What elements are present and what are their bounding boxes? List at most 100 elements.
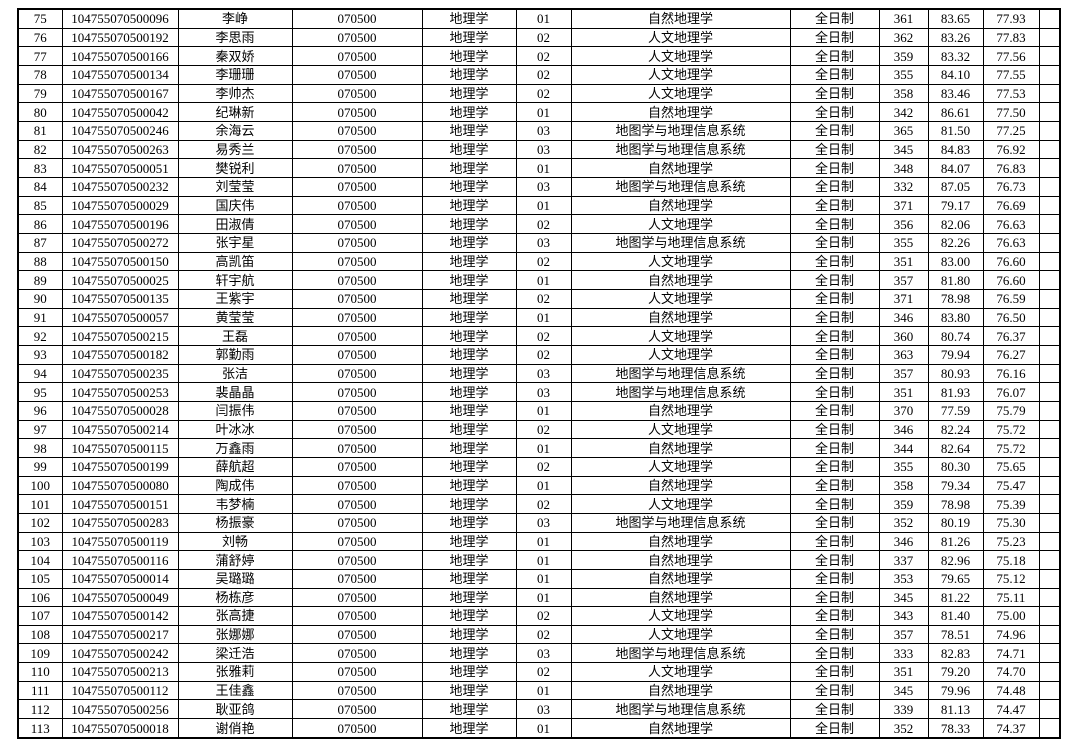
blank-cell xyxy=(1038,46,1061,67)
name-cell: 叶冰冰 xyxy=(177,419,293,440)
exam-id-cell: 104755070500134 xyxy=(61,65,179,85)
initial-score-cell: 333 xyxy=(878,643,929,664)
major-name-cell: 地理学 xyxy=(421,531,517,552)
total-score-cell: 74.70 xyxy=(982,662,1040,682)
major-name-cell: 地理学 xyxy=(421,121,517,141)
direction-code-cell: 01 xyxy=(515,102,572,123)
major-code-cell: 070500 xyxy=(291,214,423,235)
study-mode-cell: 全日制 xyxy=(789,344,880,365)
exam-id-cell: 104755070500283 xyxy=(61,512,179,533)
table-row: 111 104755070500112 王佳鑫 070500 地理学 01 自然地理学 全日制… xyxy=(17,680,1061,701)
rank-cell: 78 xyxy=(17,65,63,85)
rank-cell: 99 xyxy=(17,456,63,477)
name-cell: 余海云 xyxy=(177,121,293,141)
rank-cell: 109 xyxy=(17,643,63,664)
blank-cell xyxy=(1038,158,1061,179)
direction-name-cell: 地图学与地理信息系统 xyxy=(570,699,791,720)
initial-score-cell: 353 xyxy=(878,568,929,589)
major-name-cell: 地理学 xyxy=(421,270,517,290)
name-cell: 闫振伟 xyxy=(177,400,293,421)
total-score-cell: 75.79 xyxy=(982,400,1040,421)
rank-cell: 75 xyxy=(17,8,63,29)
total-score-cell: 75.00 xyxy=(982,606,1040,626)
retest-score-cell: 77.59 xyxy=(927,400,984,421)
blank-cell xyxy=(1038,326,1061,346)
blank-cell xyxy=(1038,27,1061,48)
name-cell: 蒲舒婷 xyxy=(177,550,293,570)
name-cell: 王佳鑫 xyxy=(177,680,293,701)
direction-name-cell: 地图学与地理信息系统 xyxy=(570,121,791,141)
major-code-cell: 070500 xyxy=(291,363,423,384)
blank-cell xyxy=(1038,419,1061,440)
retest-score-cell: 78.98 xyxy=(927,289,984,309)
direction-name-cell: 人文地理学 xyxy=(570,624,791,645)
direction-name-cell: 人文地理学 xyxy=(570,27,791,48)
study-mode-cell: 全日制 xyxy=(789,568,880,589)
direction-name-cell: 自然地理学 xyxy=(570,531,791,552)
rank-cell: 105 xyxy=(17,568,63,589)
major-code-cell: 070500 xyxy=(291,419,423,440)
table-row: 84 104755070500232 刘莹莹 070500 地理学 03 地图学与地理信息系… xyxy=(17,177,1061,197)
exam-id-cell: 104755070500217 xyxy=(61,624,179,645)
name-cell: 国庆伟 xyxy=(177,195,293,216)
rank-cell: 86 xyxy=(17,214,63,235)
blank-cell xyxy=(1038,606,1061,626)
major-code-cell: 070500 xyxy=(291,27,423,48)
rank-cell: 98 xyxy=(17,438,63,458)
exam-id-cell: 104755070500150 xyxy=(61,251,179,272)
initial-score-cell: 357 xyxy=(878,624,929,645)
retest-score-cell: 82.64 xyxy=(927,438,984,458)
total-score-cell: 77.93 xyxy=(982,8,1040,29)
rank-cell: 83 xyxy=(17,158,63,179)
study-mode-cell: 全日制 xyxy=(789,382,880,402)
name-cell: 万鑫雨 xyxy=(177,438,293,458)
study-mode-cell: 全日制 xyxy=(789,326,880,346)
rank-cell: 88 xyxy=(17,251,63,272)
name-cell: 李帅杰 xyxy=(177,83,293,104)
table-row: 76 104755070500192 李思雨 070500 地理学 02 人文地理学 全日制 3… xyxy=(17,27,1061,48)
retest-score-cell: 79.20 xyxy=(927,662,984,682)
direction-name-cell: 自然地理学 xyxy=(570,270,791,290)
blank-cell xyxy=(1038,382,1061,402)
blank-cell xyxy=(1038,512,1061,533)
study-mode-cell: 全日制 xyxy=(789,251,880,272)
table-row: 101 104755070500151 韦梦楠 070500 地理学 02 人文地理学 全日制… xyxy=(17,494,1061,514)
major-name-cell: 地理学 xyxy=(421,643,517,664)
exam-id-cell: 104755070500199 xyxy=(61,456,179,477)
table-row: 89 104755070500025 轩宇航 070500 地理学 01 自然地理学 全日制 3… xyxy=(17,270,1061,290)
direction-name-cell: 人文地理学 xyxy=(570,456,791,477)
direction-name-cell: 自然地理学 xyxy=(570,475,791,496)
table-row: 88 104755070500150 高凯笛 070500 地理学 02 人文地理学 全日制 3… xyxy=(17,251,1061,272)
direction-name-cell: 人文地理学 xyxy=(570,83,791,104)
rank-cell: 76 xyxy=(17,27,63,48)
name-cell: 韦梦楠 xyxy=(177,494,293,514)
initial-score-cell: 343 xyxy=(878,606,929,626)
table-row: 102 104755070500283 杨振豪 070500 地理学 03 地图学与地理信息… xyxy=(17,512,1061,533)
initial-score-cell: 357 xyxy=(878,270,929,290)
direction-name-cell: 人文地理学 xyxy=(570,419,791,440)
name-cell: 梁迁浩 xyxy=(177,643,293,664)
table-row: 103 104755070500119 刘畅 070500 地理学 01 自然地理学 全日制 3… xyxy=(17,531,1061,552)
major-code-cell: 070500 xyxy=(291,568,423,589)
study-mode-cell: 全日制 xyxy=(789,270,880,290)
blank-cell xyxy=(1038,699,1061,720)
study-mode-cell: 全日制 xyxy=(789,699,880,720)
name-cell: 张洁 xyxy=(177,363,293,384)
rank-cell: 102 xyxy=(17,512,63,533)
direction-name-cell: 地图学与地理信息系统 xyxy=(570,363,791,384)
major-name-cell: 地理学 xyxy=(421,699,517,720)
exam-id-cell: 104755070500057 xyxy=(61,307,179,328)
blank-cell xyxy=(1038,233,1061,253)
total-score-cell: 74.37 xyxy=(982,718,1040,739)
table-row: 95 104755070500253 裴晶晶 070500 地理学 03 地图学与地理信息系… xyxy=(17,382,1061,402)
table-row: 90 104755070500135 王紫宇 070500 地理学 02 人文地理学 全日制 3… xyxy=(17,289,1061,309)
major-code-cell: 070500 xyxy=(291,400,423,421)
major-code-cell: 070500 xyxy=(291,456,423,477)
initial-score-cell: 348 xyxy=(878,158,929,179)
rank-cell: 79 xyxy=(17,83,63,104)
initial-score-cell: 356 xyxy=(878,214,929,235)
total-score-cell: 74.47 xyxy=(982,699,1040,720)
rank-cell: 101 xyxy=(17,494,63,514)
direction-name-cell: 地图学与地理信息系统 xyxy=(570,139,791,160)
blank-cell xyxy=(1038,214,1061,235)
